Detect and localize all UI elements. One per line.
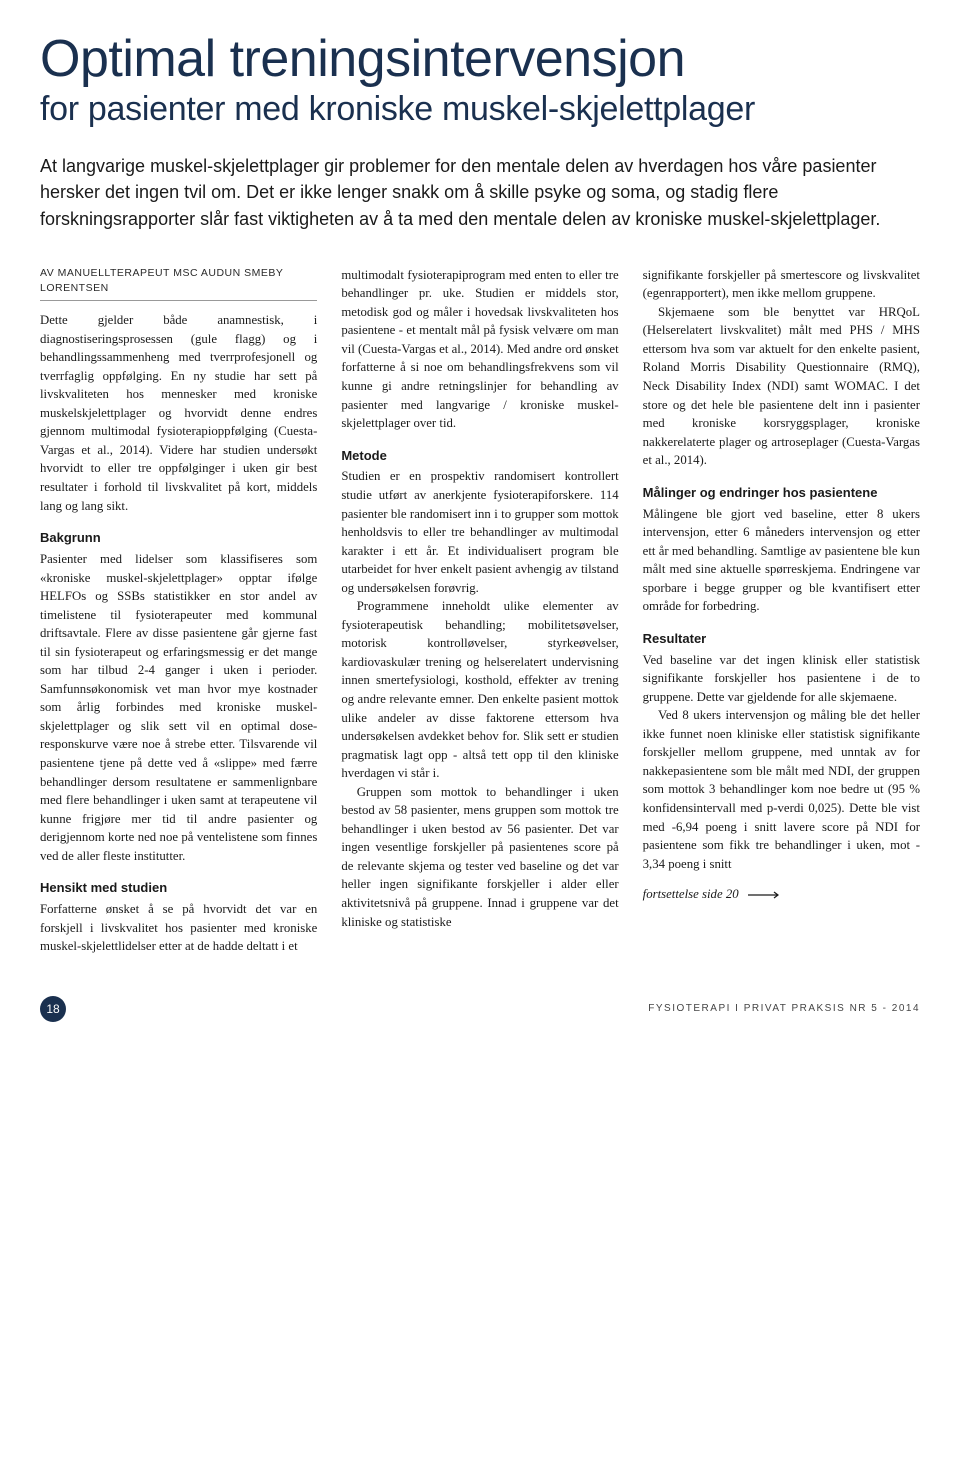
footer-text: FYSIOTERAPI I PRIVAT PRAKSIS NR 5 - 2014 [648, 1003, 920, 1014]
article-title: Optimal treningsintervensjon [40, 32, 920, 87]
lead-paragraph: At langvarige muskel-skjelettplager gir … [40, 153, 920, 231]
author-line: AV MANUELLTERAPEUT MSC AUDUN SMEBY LOREN… [40, 266, 317, 301]
body-text: Målingene ble gjort ved baseline, etter … [643, 505, 920, 616]
section-heading: Hensikt med studien [40, 879, 317, 898]
body-text: multimodalt fysioterapiprogram med enten… [341, 266, 618, 433]
body-text: Forfatterne ønsket å se på hvorvidt det … [40, 900, 317, 956]
body-text: Gruppen som mottok to behandlinger i uke… [341, 783, 618, 931]
page-number-badge: 18 [40, 996, 66, 1022]
article-subtitle: for pasienter med kroniske muskel-skjele… [40, 89, 920, 130]
continuation-text: fortsettelse side 20 [643, 887, 739, 901]
page: Optimal treningsintervensjon for pasient… [0, 0, 960, 1046]
body-text: signifikante forskjeller på smertescore … [643, 266, 920, 303]
body-columns: AV MANUELLTERAPEUT MSC AUDUN SMEBY LOREN… [40, 266, 920, 956]
section-heading: Resultater [643, 630, 920, 649]
column-1: AV MANUELLTERAPEUT MSC AUDUN SMEBY LOREN… [40, 266, 317, 956]
page-footer: 18 FYSIOTERAPI I PRIVAT PRAKSIS NR 5 - 2… [40, 996, 920, 1022]
body-text: Skjemaene som ble benyttet var HRQoL (He… [643, 303, 920, 470]
column-2: multimodalt fysioterapiprogram med enten… [341, 266, 618, 956]
body-text: Programmene inneholdt ulike elementer av… [341, 597, 618, 782]
body-text: Ved 8 ukers intervensjon og måling ble d… [643, 706, 920, 873]
body-text: Ved baseline var det ingen klinisk eller… [643, 651, 920, 707]
section-heading: Metode [341, 447, 618, 466]
body-text: Studien er en prospektiv randomisert kon… [341, 467, 618, 597]
continuation-note: fortsettelse side 20 [643, 885, 920, 904]
body-text: Pasienter med lidelser som klassifiseres… [40, 550, 317, 865]
column-3: signifikante forskjeller på smertescore … [643, 266, 920, 956]
section-heading: Målinger og endringer hos pasientene [643, 484, 920, 503]
arrow-right-icon [748, 886, 782, 905]
section-heading: Bakgrunn [40, 529, 317, 548]
body-text: Dette gjelder både anamnestisk, i diagno… [40, 311, 317, 515]
